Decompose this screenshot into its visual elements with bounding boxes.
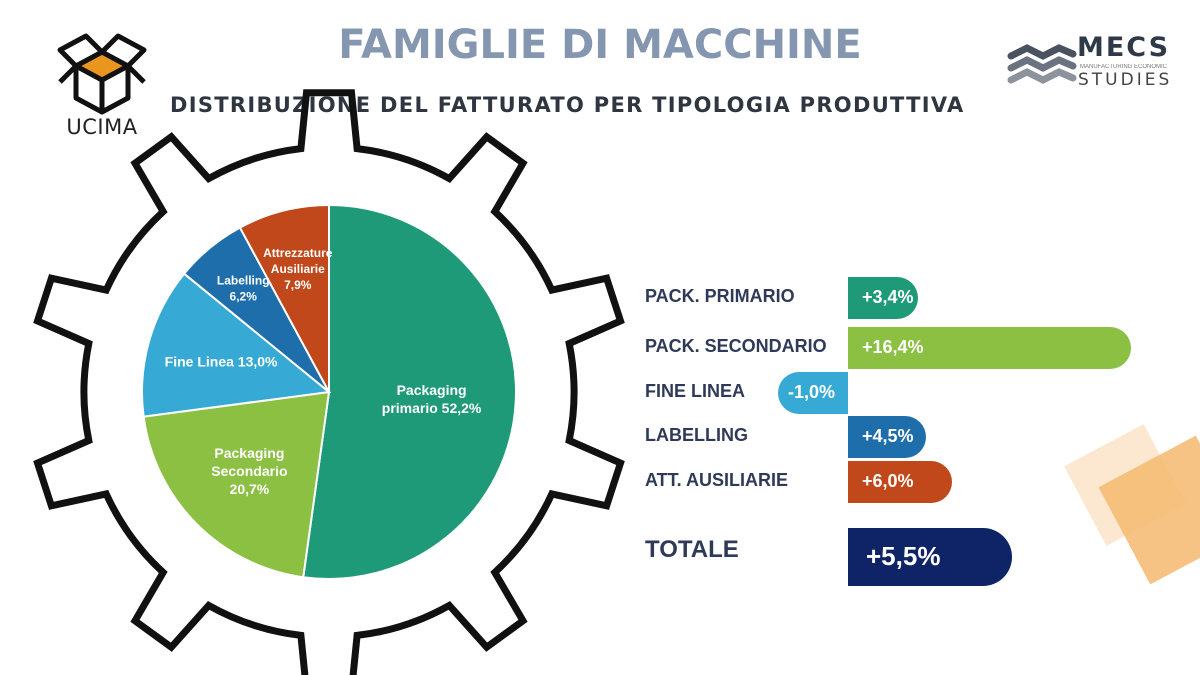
growth-bar — [848, 461, 952, 503]
growth-bar — [848, 277, 918, 319]
pie-slice-label: Attrezzature Ausiliarie 7,9% — [263, 246, 333, 292]
pie-slices — [141, 203, 517, 580]
growth-category-label: PACK. SECONDARIO — [645, 336, 827, 356]
total-value: +5,5% — [866, 541, 941, 571]
pie-slice — [141, 272, 332, 418]
growth-category-label: ATT. AUSILIARIE — [645, 470, 788, 490]
pie-labels: Packaging primario 52,2% Packaging Secondar… — [165, 246, 482, 497]
pie-slice-label: Fine Linea 13,0% — [165, 353, 278, 369]
page-title: FAMIGLIE DI MACCHINE — [338, 22, 862, 68]
pie-slice-label: Labelling 6,2% — [217, 274, 270, 304]
mecs-logo-tagline: MANUFACTURING ECONOMIC — [1080, 64, 1167, 70]
growth-value-label: +16,4% — [862, 337, 924, 357]
pie-slice — [302, 203, 517, 580]
mecs-logo: MECS MANUFACTURING ECONOMIC STUDIES — [1005, 30, 1180, 92]
mecs-logo-studies: STUDIES — [1078, 70, 1173, 90]
growth-value-label: +6,0% — [862, 471, 914, 491]
growth-bar — [848, 327, 1131, 369]
pie-slice-label: Packaging primario 52,2% — [382, 382, 482, 416]
growth-value-label: +3,4% — [862, 287, 914, 307]
ucima-logo: UCIMA — [52, 30, 152, 140]
pie-slice — [238, 203, 330, 393]
growth-category-label: FINE LINEA — [645, 381, 746, 401]
pie-slice-label: Packaging Secondario 20,7% — [211, 445, 287, 497]
growth-value-label: -1,0% — [788, 382, 836, 402]
growth-value-label: +4,5% — [862, 426, 914, 446]
ucima-logo-text: UCIMA — [66, 115, 138, 139]
mecs-logo-name: MECS — [1077, 32, 1171, 63]
growth-bar — [848, 416, 926, 458]
box-icon — [57, 33, 147, 115]
pie-slice — [142, 390, 331, 579]
waves-icon — [1007, 44, 1077, 84]
growth-category-label: LABELLING — [645, 425, 748, 445]
total-label: TOTALE — [645, 536, 739, 563]
gear-outline — [33, 89, 625, 675]
total-bar — [848, 528, 1012, 586]
growth-bar — [778, 372, 848, 414]
growth-category-label: PACK. PRIMARIO — [645, 286, 795, 306]
